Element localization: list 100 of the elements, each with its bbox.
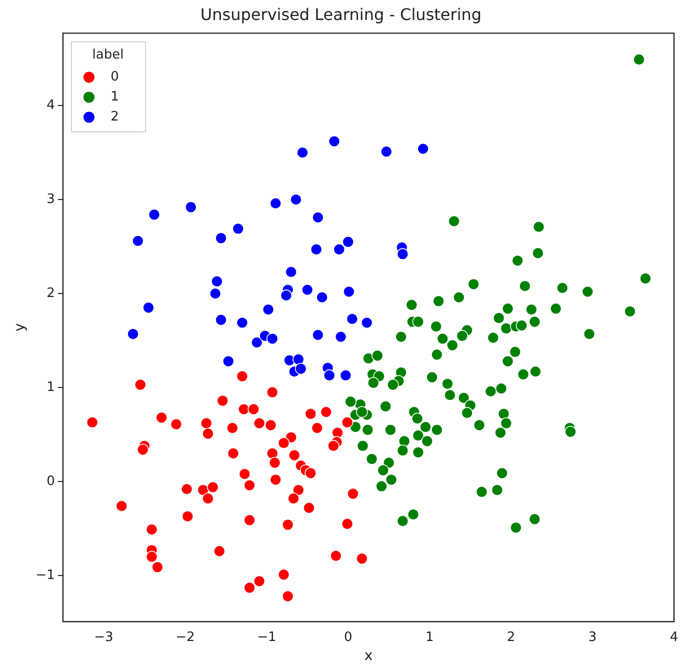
- point: [213, 545, 226, 558]
- point: [282, 590, 294, 602]
- point: [142, 302, 154, 314]
- point: [264, 419, 277, 432]
- point: [334, 330, 347, 343]
- point: [268, 456, 281, 469]
- point: [360, 316, 373, 329]
- point: [342, 236, 354, 248]
- point: [134, 378, 146, 391]
- point: [332, 426, 344, 439]
- point: [152, 561, 164, 573]
- point: [278, 568, 290, 581]
- point: [244, 582, 256, 594]
- y-axis-title: y: [12, 323, 28, 332]
- x-tick-label: 3: [588, 630, 597, 645]
- point: [266, 447, 278, 460]
- point: [206, 481, 219, 494]
- point: [202, 428, 214, 440]
- point: [323, 369, 336, 382]
- point: [341, 518, 354, 530]
- point: [244, 479, 256, 492]
- point: [253, 417, 266, 430]
- point: [262, 304, 274, 316]
- point: [211, 275, 223, 288]
- point: [222, 355, 234, 368]
- point: [202, 492, 214, 504]
- point: [226, 422, 238, 434]
- point: [347, 488, 359, 500]
- point: [253, 575, 266, 588]
- point: [127, 328, 139, 340]
- point: [320, 406, 332, 418]
- legend-label: 0: [110, 70, 119, 85]
- point: [227, 447, 240, 460]
- x-tick-label: −2: [176, 630, 195, 645]
- y-tick-label: 4: [46, 98, 55, 113]
- y-tick-label: 0: [46, 474, 55, 489]
- chart-title: Unsupervised Learning - Clustering: [200, 4, 482, 24]
- point: [280, 290, 292, 302]
- y-tick-label: 3: [46, 192, 55, 207]
- point: [304, 467, 317, 479]
- point: [248, 403, 260, 416]
- point: [294, 362, 307, 375]
- point: [333, 243, 346, 256]
- point: [343, 286, 355, 298]
- point: [296, 146, 308, 158]
- point: [304, 408, 317, 420]
- point: [86, 416, 98, 428]
- point: [216, 394, 229, 407]
- y-tick-label: 1: [46, 380, 55, 395]
- point: [238, 403, 250, 416]
- point: [316, 291, 328, 304]
- point: [310, 243, 322, 256]
- point: [341, 416, 354, 428]
- point: [266, 386, 278, 398]
- point: [180, 483, 193, 495]
- point: [356, 552, 368, 565]
- point: [282, 518, 294, 531]
- point: [136, 444, 149, 456]
- point: [209, 288, 222, 300]
- point: [182, 510, 194, 522]
- point: [184, 201, 197, 213]
- point: [346, 313, 358, 325]
- point: [396, 248, 409, 260]
- point: [330, 550, 342, 562]
- point: [170, 418, 182, 430]
- point: [232, 222, 244, 235]
- y-tick-label: −1: [36, 568, 55, 583]
- point: [290, 194, 302, 206]
- point: [270, 197, 282, 210]
- point: [116, 500, 128, 512]
- point: [146, 550, 158, 563]
- point: [312, 212, 324, 224]
- x-tick-label: 4: [670, 630, 678, 645]
- legend-title: label: [92, 48, 124, 63]
- point: [146, 524, 158, 536]
- point: [328, 135, 340, 148]
- point: [132, 235, 144, 247]
- point: [250, 336, 263, 348]
- y-tick-label: 2: [46, 286, 55, 301]
- x-tick-label: 2: [506, 630, 516, 645]
- point: [303, 502, 315, 514]
- point: [148, 208, 160, 221]
- x-tick-label: −1: [257, 630, 276, 645]
- point: [236, 370, 248, 382]
- point: [288, 492, 300, 504]
- point: [328, 440, 340, 452]
- point: [340, 369, 352, 382]
- point: [236, 316, 248, 329]
- point: [380, 146, 392, 158]
- legend-label: 2: [110, 110, 119, 125]
- legend-label: 1: [110, 90, 119, 105]
- point: [215, 232, 227, 244]
- point: [288, 449, 300, 462]
- point: [292, 353, 304, 366]
- point: [311, 422, 324, 434]
- x-tick-label: 0: [344, 630, 352, 645]
- point: [244, 514, 256, 526]
- point: [266, 332, 278, 345]
- point: [215, 314, 227, 326]
- point: [238, 468, 251, 480]
